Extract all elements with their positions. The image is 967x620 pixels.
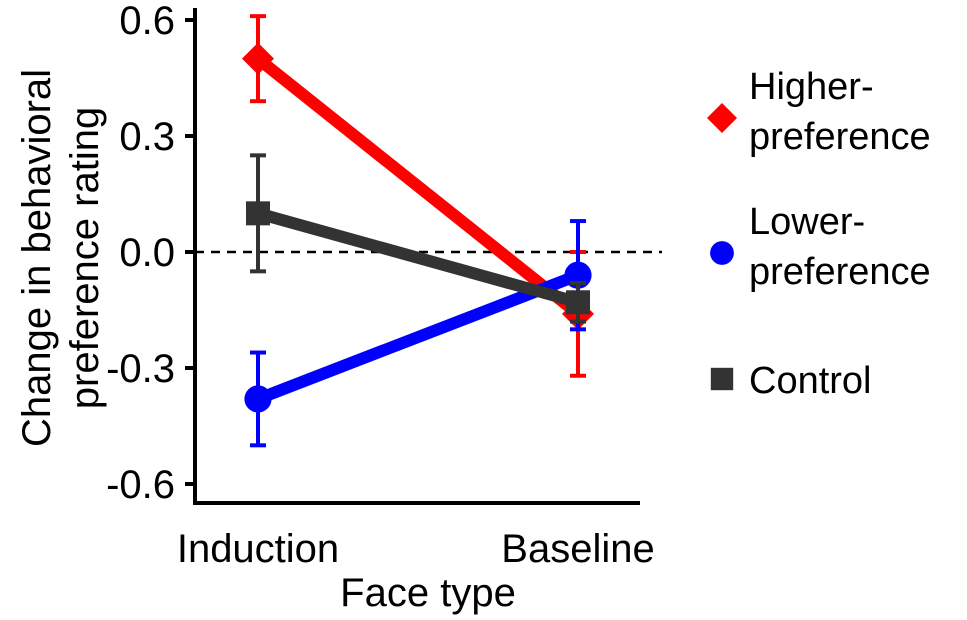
y-axis-title-line: preference rating xyxy=(63,107,107,409)
plot-area xyxy=(195,14,662,448)
x-axis-title: Face type xyxy=(340,571,516,615)
series-line xyxy=(255,269,581,405)
data-point xyxy=(242,42,274,75)
y-axis-title-line: Change in behavioral xyxy=(15,69,59,447)
y-tick-label: -0.3 xyxy=(106,347,175,391)
data-point xyxy=(566,290,590,315)
series-line xyxy=(256,207,580,309)
legend-marker xyxy=(710,367,734,391)
legend-marker xyxy=(707,103,737,133)
y-tick-label: 0.0 xyxy=(119,231,175,275)
series-control xyxy=(246,153,590,324)
x-tick-label: Baseline xyxy=(501,527,654,571)
y-tick-label: -0.6 xyxy=(106,463,175,507)
legend-item-control: Control xyxy=(710,360,872,402)
x-tick-label: Induction xyxy=(177,527,339,571)
legend-item-higher-preference: Higher-preference xyxy=(707,66,931,158)
series-line xyxy=(254,53,582,319)
legend-label: preference xyxy=(749,251,931,293)
data-point xyxy=(246,201,270,226)
series-lower-preference xyxy=(244,219,592,448)
legend-marker xyxy=(710,241,734,265)
series-higher-preference xyxy=(242,14,594,378)
legend-label: preference xyxy=(749,116,931,158)
y-tick-label: 0.6 xyxy=(119,0,175,43)
legend-label: Control xyxy=(749,360,872,402)
legend-label: Higher- xyxy=(749,66,874,108)
legend-label: Lower- xyxy=(749,201,865,243)
y-tick-label: 0.3 xyxy=(119,115,175,159)
y-axis-title: Change in behavioral preference rating xyxy=(15,69,107,447)
data-point xyxy=(244,385,272,413)
legend-item-lower-preference: Lower-preference xyxy=(710,201,931,293)
